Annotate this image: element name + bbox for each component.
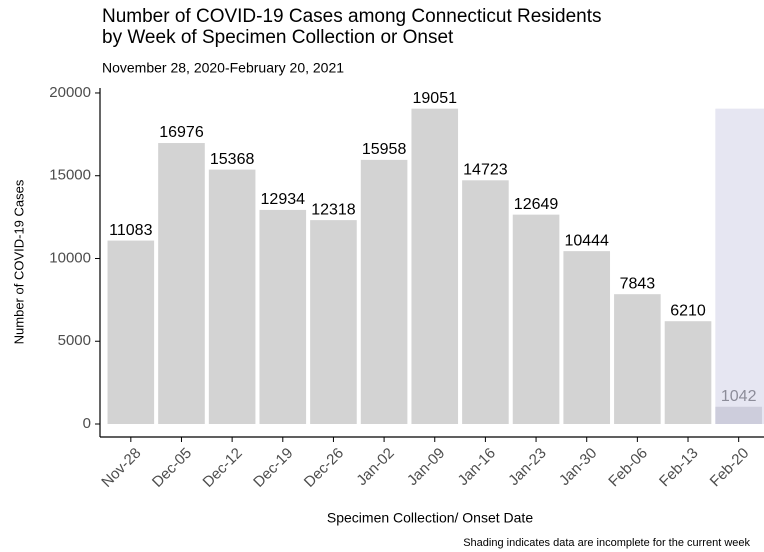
value-label: 11083	[109, 222, 152, 239]
x-tick-label: Nov-28	[98, 445, 144, 491]
x-tick-label: Dec-05	[149, 445, 195, 491]
y-tick-label: 15000	[49, 167, 91, 184]
value-label: 19051	[413, 90, 458, 107]
bar	[158, 143, 205, 425]
value-label: 12318	[311, 201, 356, 218]
x-tick-label: Feb-20	[707, 445, 753, 491]
note: Shading indicates data are incomplete fo…	[463, 537, 750, 549]
bar	[310, 220, 357, 425]
x-tick-label: Feb-06	[605, 445, 651, 491]
y-tick-label: 0	[83, 415, 91, 432]
bar	[664, 321, 712, 425]
bar	[208, 169, 256, 425]
value-label: 6210	[670, 302, 706, 319]
x-tick-label: Jan-02	[353, 445, 397, 489]
chart-title: Number of COVID-19 Cases among Connectic…	[102, 6, 602, 27]
bar	[107, 240, 155, 425]
y-tick-label: 10000	[49, 249, 91, 266]
bar	[614, 294, 661, 425]
bar	[259, 209, 307, 425]
incomplete-shading	[715, 108, 764, 425]
bar	[462, 180, 509, 425]
x-tick-label: Feb-13	[656, 445, 702, 491]
x-tick-label: Jan-16	[455, 445, 499, 489]
bar	[563, 251, 611, 425]
x-tick-label: Dec-19	[250, 445, 296, 491]
x-tick-label: Jan-30	[556, 445, 600, 489]
value-label: 1042	[721, 388, 757, 405]
y-tick-label: 20000	[49, 84, 91, 101]
x-tick-label: Dec-12	[200, 445, 246, 491]
value-label: 15958	[362, 141, 407, 158]
x-tick-label: Jan-09	[404, 445, 448, 489]
x-tick-label: Jan-23	[505, 445, 549, 489]
bar	[360, 159, 408, 425]
y-axis-label: Number of COVID-19 Cases	[11, 179, 26, 344]
value-label: 15368	[210, 151, 255, 168]
bar	[411, 108, 459, 425]
value-label: 7843	[620, 275, 656, 292]
chart-title: by Week of Specimen Collection or Onset	[102, 27, 454, 48]
value-label: 12649	[514, 196, 559, 213]
y-tick-label: 5000	[58, 332, 91, 349]
bar	[715, 406, 762, 425]
value-label: 16976	[159, 124, 204, 141]
value-label: 14723	[463, 162, 508, 179]
x-tick-label: Dec-26	[301, 445, 347, 491]
value-label: 10444	[564, 232, 609, 249]
x-axis-label: Specimen Collection/ Onset Date	[327, 510, 533, 526]
value-label: 12934	[261, 191, 306, 208]
chart-subtitle: November 28, 2020-February 20, 2021	[102, 60, 344, 76]
bar	[512, 214, 560, 425]
